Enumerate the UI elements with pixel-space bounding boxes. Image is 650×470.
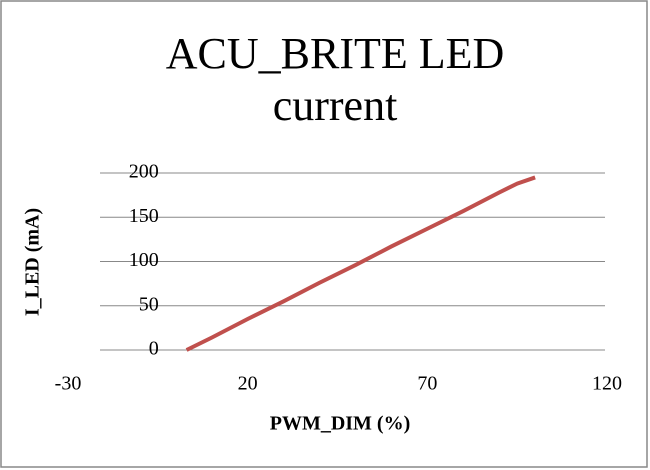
x-tick-label: 20: [238, 373, 258, 395]
y-tick-label: 150: [129, 205, 159, 227]
data-line: [185, 175, 536, 352]
x-axis-label: PWM_DIM (%): [270, 413, 411, 435]
chart-title: ACU_BRITE LED current: [165, 29, 505, 130]
y-tick-label: 100: [129, 249, 159, 271]
x-tick-label: 70: [417, 373, 437, 395]
y-tick-label: 0: [149, 338, 159, 360]
x-tick-label: -30: [55, 373, 82, 395]
x-tick-label: 120: [592, 373, 622, 395]
y-axis-label: I_LED (mA): [22, 208, 44, 316]
y-tick-label: 50: [139, 293, 159, 315]
y-tick-label: 200: [129, 161, 159, 183]
